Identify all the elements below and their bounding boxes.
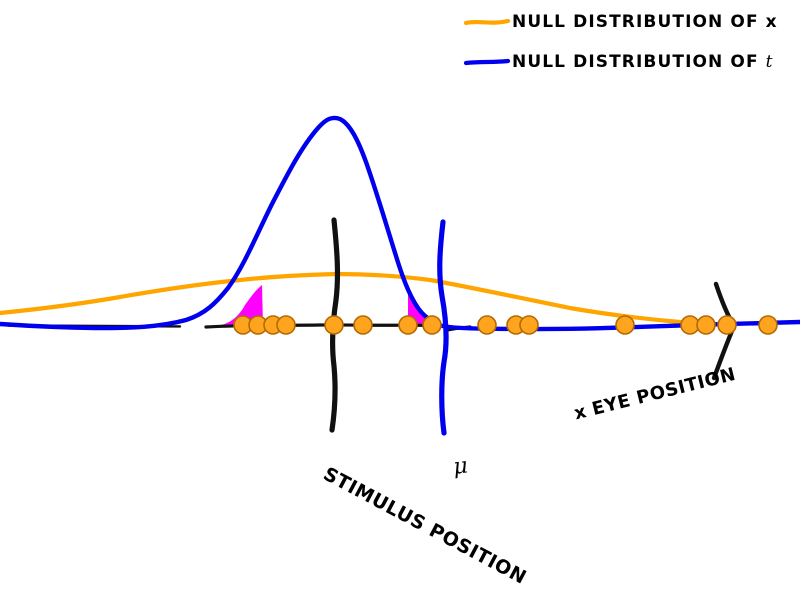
legend-entry-null-distribution-x: NULL DISTRIBUTION OF x — [512, 12, 777, 32]
observation-dot — [758, 315, 778, 335]
observation-dots — [233, 315, 778, 335]
legend-swatch-x — [463, 18, 511, 26]
observation-dot — [519, 315, 539, 335]
legend-entry-x-label: NULL DISTRIBUTION OF — [512, 12, 766, 32]
observation-dot — [324, 315, 344, 335]
null-distribution-t-curve — [0, 115, 800, 332]
observation-dot — [422, 315, 442, 335]
legend-swatches — [463, 18, 511, 66]
observation-dot — [276, 315, 296, 335]
mu-marker-line — [437, 219, 449, 436]
left-tail-shading — [215, 285, 263, 326]
mu-symbol-label: μ — [452, 453, 470, 480]
observation-dot — [353, 315, 373, 335]
legend-entry-t-variable: t — [765, 52, 773, 72]
observation-dot — [477, 315, 497, 335]
legend-entry-t-label: NULL DISTRIBUTION OF — [512, 52, 766, 72]
observation-dot — [615, 315, 635, 335]
null-distribution-x-curve — [0, 271, 683, 325]
observation-dot — [717, 315, 737, 335]
legend-entry-null-distribution-t: NULL DISTRIBUTION OF t — [512, 52, 773, 72]
legend-entry-x-variable: x — [765, 12, 777, 32]
legend-swatch-t — [463, 58, 511, 66]
right-tail-shading — [408, 284, 437, 326]
observation-dot — [696, 315, 716, 335]
tail-shaded-regions — [215, 284, 437, 326]
observation-dot — [398, 315, 418, 335]
